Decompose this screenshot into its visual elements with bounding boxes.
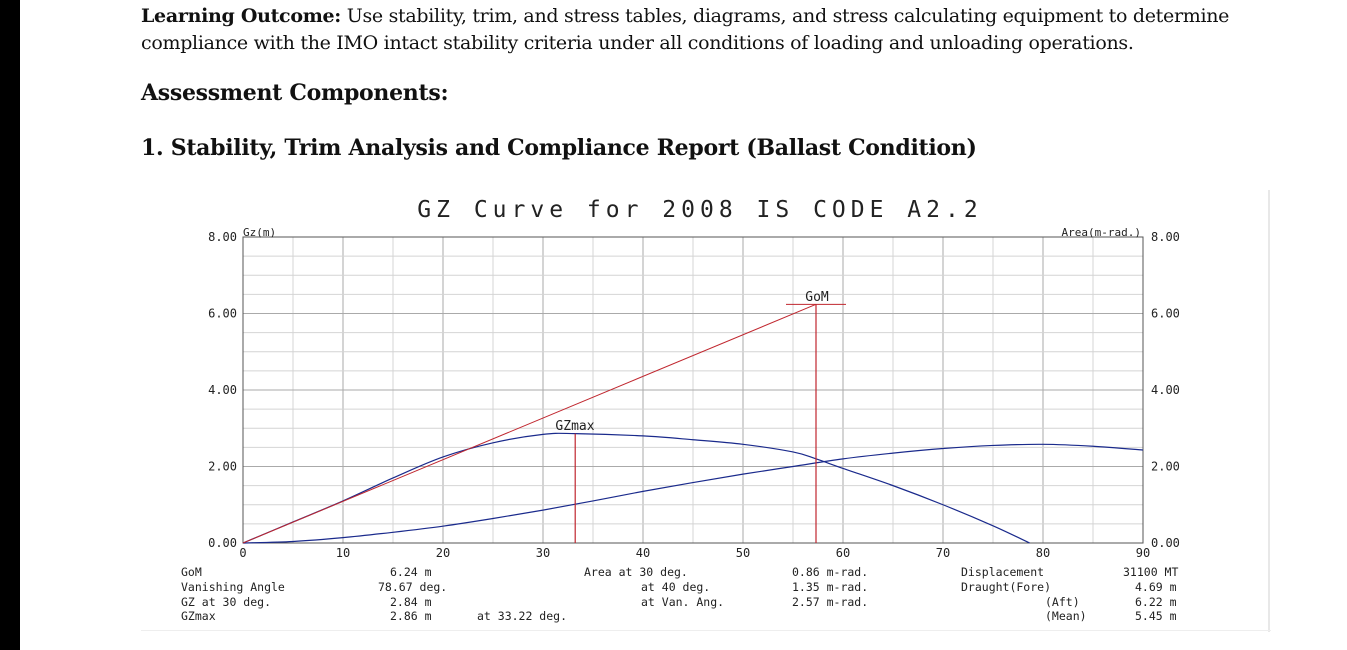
x-tick-label: 0 bbox=[239, 546, 246, 560]
chart-grid bbox=[243, 237, 1143, 543]
y-tick-label-left: 2.00 bbox=[208, 460, 237, 474]
chart-title: GZ Curve for 2008 IS CODE A2.2 bbox=[417, 197, 982, 223]
x-tick-label: 60 bbox=[836, 546, 850, 560]
info-draught-aft-value: 6.22 m bbox=[1135, 595, 1177, 609]
info-areavan-value: 2.57 m-rad. bbox=[792, 595, 868, 609]
gom-line bbox=[242, 303, 817, 544]
info-table: GoM 6.24 m Vanishing Angle 78.67 deg. GZ… bbox=[181, 565, 1178, 623]
info-gz30-value: 2.84 m bbox=[390, 595, 432, 609]
y-tick-label-right: 8.00 bbox=[1151, 230, 1180, 244]
info-draught-mean-label: (Mean) bbox=[1045, 609, 1087, 623]
info-area40-label: at 40 deg. bbox=[641, 580, 710, 594]
info-gz30-label: GZ at 30 deg. bbox=[181, 595, 271, 609]
y-tick-label-left: 4.00 bbox=[208, 383, 237, 397]
y-tick-label-right: 4.00 bbox=[1151, 383, 1180, 397]
info-draught-fore-label: Draught(Fore) bbox=[961, 580, 1051, 594]
x-tick-label: 50 bbox=[736, 546, 750, 560]
y-tick-label-left: 6.00 bbox=[208, 307, 237, 321]
info-area30-label: Area at 30 deg. bbox=[584, 565, 688, 579]
y-axis-label-right: Area(m-rad.) bbox=[1062, 226, 1141, 239]
gz-chart-svg: GZ Curve for 2008 IS CODE A2.2 0 10 20 30 40… bbox=[181, 197, 1180, 623]
learning-outcome-paragraph: Learning Outcome: Use stability, trim, a… bbox=[141, 3, 1241, 57]
info-displacement-label: Displacement bbox=[961, 565, 1044, 579]
y-tick-label-right: 6.00 bbox=[1151, 307, 1180, 321]
left-black-bar bbox=[0, 0, 20, 650]
y-axis-label-left: Gz(m) bbox=[243, 226, 276, 239]
axis-ticks: 0 10 20 30 40 50 60 70 80 900.00 0.002.00 2.004.00 4… bbox=[208, 230, 1180, 560]
x-tick-label: 40 bbox=[636, 546, 650, 560]
assessment-heading: Assessment Components: bbox=[141, 80, 449, 106]
y-tick-label-left: 0.00 bbox=[208, 536, 237, 550]
y-tick-label-right: 2.00 bbox=[1151, 460, 1180, 474]
info-area30-value: 0.86 m-rad. bbox=[792, 565, 868, 579]
gom-annotation: GoM bbox=[805, 290, 829, 305]
section-heading: 1. Stability, Trim Analysis and Complian… bbox=[141, 135, 977, 161]
info-areavan-label: at Van. Ang. bbox=[641, 595, 724, 609]
y-tick-label-right: 0.00 bbox=[1151, 536, 1180, 550]
gz-curve-line bbox=[242, 432, 1030, 544]
info-gom-label: GoM bbox=[181, 565, 202, 579]
info-gzmax-value: 2.86 m bbox=[390, 609, 432, 623]
x-tick-label: 20 bbox=[436, 546, 450, 560]
info-draught-aft-label: (Aft) bbox=[1045, 595, 1080, 609]
info-gzmax-at: at 33.22 deg. bbox=[477, 609, 567, 623]
y-tick-label-left: 8.00 bbox=[208, 230, 237, 244]
info-area40-value: 1.35 m-rad. bbox=[792, 580, 868, 594]
x-tick-label: 70 bbox=[936, 546, 950, 560]
info-gzmax-label: GZmax bbox=[181, 609, 216, 623]
chart-marks bbox=[242, 303, 1144, 544]
gz-curve-figure: GZ Curve for 2008 IS CODE A2.2 0 10 20 30 40… bbox=[141, 190, 1271, 632]
figure-bottom-border bbox=[141, 630, 1271, 631]
area-curve-line bbox=[242, 443, 1144, 544]
figure-right-border bbox=[1268, 190, 1270, 632]
info-gom-value: 6.24 m bbox=[390, 565, 432, 579]
plot-frame bbox=[242, 236, 1144, 544]
learning-outcome-label: Learning Outcome: bbox=[141, 5, 342, 27]
info-draught-mean-value: 5.45 m bbox=[1135, 609, 1177, 623]
info-displacement-value: 31100 MT bbox=[1123, 565, 1178, 579]
x-tick-label: 80 bbox=[1036, 546, 1050, 560]
learning-outcome-text: Use stability, trim, and stress tables, … bbox=[141, 5, 1230, 54]
x-tick-label: 10 bbox=[336, 546, 350, 560]
x-tick-label: 30 bbox=[536, 546, 550, 560]
gzmax-annotation: GZmax bbox=[555, 419, 594, 434]
info-vanishing-value: 78.67 deg. bbox=[378, 580, 447, 594]
info-vanishing-label: Vanishing Angle bbox=[181, 580, 285, 594]
info-draught-fore-value: 4.69 m bbox=[1135, 580, 1177, 594]
x-tick-label: 90 bbox=[1136, 546, 1150, 560]
